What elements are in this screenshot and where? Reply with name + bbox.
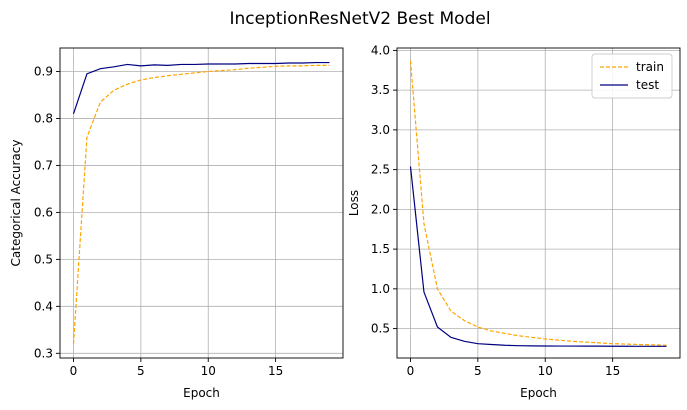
y-tick-label: 1.0 <box>371 282 390 296</box>
y-axis-label: Categorical Accuracy <box>9 140 23 267</box>
chart-loss: 0 5 10 15 0.5 1.0 1.5 2.0 2.5 3.0 3.5 4.0 Epoch Loss t… <box>347 43 681 400</box>
chart-accuracy: 0 5 10 15 0.3 0.4 0.5 0.6 0.7 0.8 0.9 Epoch Categori… <box>9 47 344 400</box>
y-tick-label: 3.0 <box>371 123 390 137</box>
x-tick-label: 15 <box>268 364 283 378</box>
x-axis-label: Epoch <box>520 386 557 400</box>
x-axis-label: Epoch <box>183 386 220 400</box>
legend-box <box>591 53 673 99</box>
series-line-1 <box>409 166 667 347</box>
series-line-0 <box>72 64 330 344</box>
x-tick-label: 10 <box>538 364 553 378</box>
legend: train test <box>591 53 673 99</box>
y-tick-label: 2.0 <box>371 202 390 216</box>
y-tick-label: 2.5 <box>371 163 390 177</box>
y-tick-label: 0.4 <box>34 299 53 313</box>
x-tick-label: 0 <box>407 364 415 378</box>
y-tick-label: 0.8 <box>34 111 53 125</box>
y-tick-label: 0.7 <box>34 158 53 172</box>
y-axis-label: Loss <box>347 190 361 216</box>
y-tick-label: 1.5 <box>371 242 390 256</box>
series-line-0 <box>409 60 667 346</box>
y-tick-label: 0.3 <box>34 346 53 360</box>
x-tick-label: 5 <box>474 364 482 378</box>
y-tick-label: 0.6 <box>34 205 53 219</box>
x-tick-label: 15 <box>605 364 620 378</box>
x-tick-label: 0 <box>70 364 78 378</box>
axes-frame <box>396 47 681 359</box>
y-tick-label: 0.5 <box>371 322 390 336</box>
x-tick-label: 5 <box>137 364 145 378</box>
legend-label-0: train <box>636 60 664 74</box>
axes-frame <box>59 47 344 359</box>
x-tick-label: 10 <box>201 364 216 378</box>
y-tick-label: 4.0 <box>371 43 390 57</box>
y-tick-label: 0.9 <box>34 64 53 78</box>
legend-label-1: test <box>636 78 659 92</box>
y-tick-label: 0.5 <box>34 252 53 266</box>
y-tick-label: 3.5 <box>371 83 390 97</box>
series-line-1 <box>72 61 330 114</box>
figure-title: InceptionResNetV2 Best Model <box>229 9 490 29</box>
